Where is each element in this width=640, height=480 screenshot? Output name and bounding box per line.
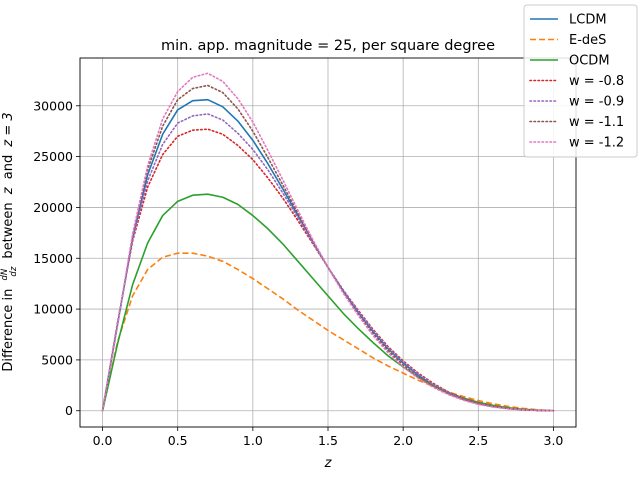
x-tick-label: 1.0 — [243, 433, 263, 448]
y-label-and: and — [1, 155, 16, 179]
y-tick-label: 20000 — [33, 200, 73, 215]
y-tick-label: 0 — [65, 403, 73, 418]
legend-label-w-1-2: w = -1.2 — [569, 136, 624, 151]
legend-label-w-0-9: w = -0.9 — [569, 95, 624, 110]
y-tick-label: 30000 — [33, 98, 73, 113]
y-label-frac-num: dN — [0, 268, 10, 280]
legend-label-w-0-8: w = -0.8 — [569, 74, 624, 89]
legend-label-ocdm: OCDM — [569, 54, 610, 69]
y-tick-label: 5000 — [41, 352, 73, 367]
y-label-frac-den: dz — [9, 266, 19, 276]
y-label-z-equals-3: z = 3 — [1, 112, 16, 147]
svg-text:Difference in dN d: Difference in dN dz between z and z = 3 — [0, 112, 20, 371]
legend-label-e-des: E-deS — [569, 33, 606, 48]
x-tick-label: 0.5 — [168, 433, 188, 448]
x-tick-label: 0.0 — [93, 433, 113, 448]
y-axis-label: Difference in dN dz between z and z = 3 — [0, 112, 20, 371]
x-tick-label: 1.5 — [318, 433, 338, 448]
series-line-w-1-2 — [101, 72, 555, 412]
x-axis-label: z — [324, 456, 333, 471]
y-tick-label: 10000 — [33, 302, 73, 317]
legend-label-w-1-1: w = -1.1 — [569, 115, 624, 130]
legend: LCDM E-deS OCDM w = -0.8 w = -0.9 w = -1.1 w =… — [523, 4, 638, 158]
axis-ticks: 0.0 0.5 1.0 1.5 2.0 2.5 3.0 0 5000 10000 15000 2000… — [33, 98, 563, 448]
x-tick-label: 2.5 — [468, 433, 488, 448]
y-tick-label: 25000 — [33, 149, 73, 164]
legend-box — [523, 4, 638, 158]
y-tick-label: 15000 — [33, 251, 73, 266]
y-label-prefix: Difference in — [1, 289, 16, 372]
chart-title: min. app. magnitude = 25, per square deg… — [161, 38, 495, 54]
y-label-between: between — [1, 202, 16, 258]
series-layer — [101, 72, 555, 412]
series-line-e-des — [101, 252, 554, 412]
legend-label-lcdm: LCDM — [569, 13, 607, 28]
y-label-z: z — [1, 186, 16, 195]
grid-lines — [80, 58, 576, 427]
x-tick-label: 2.0 — [393, 433, 413, 448]
x-tick-label: 3.0 — [544, 433, 564, 448]
